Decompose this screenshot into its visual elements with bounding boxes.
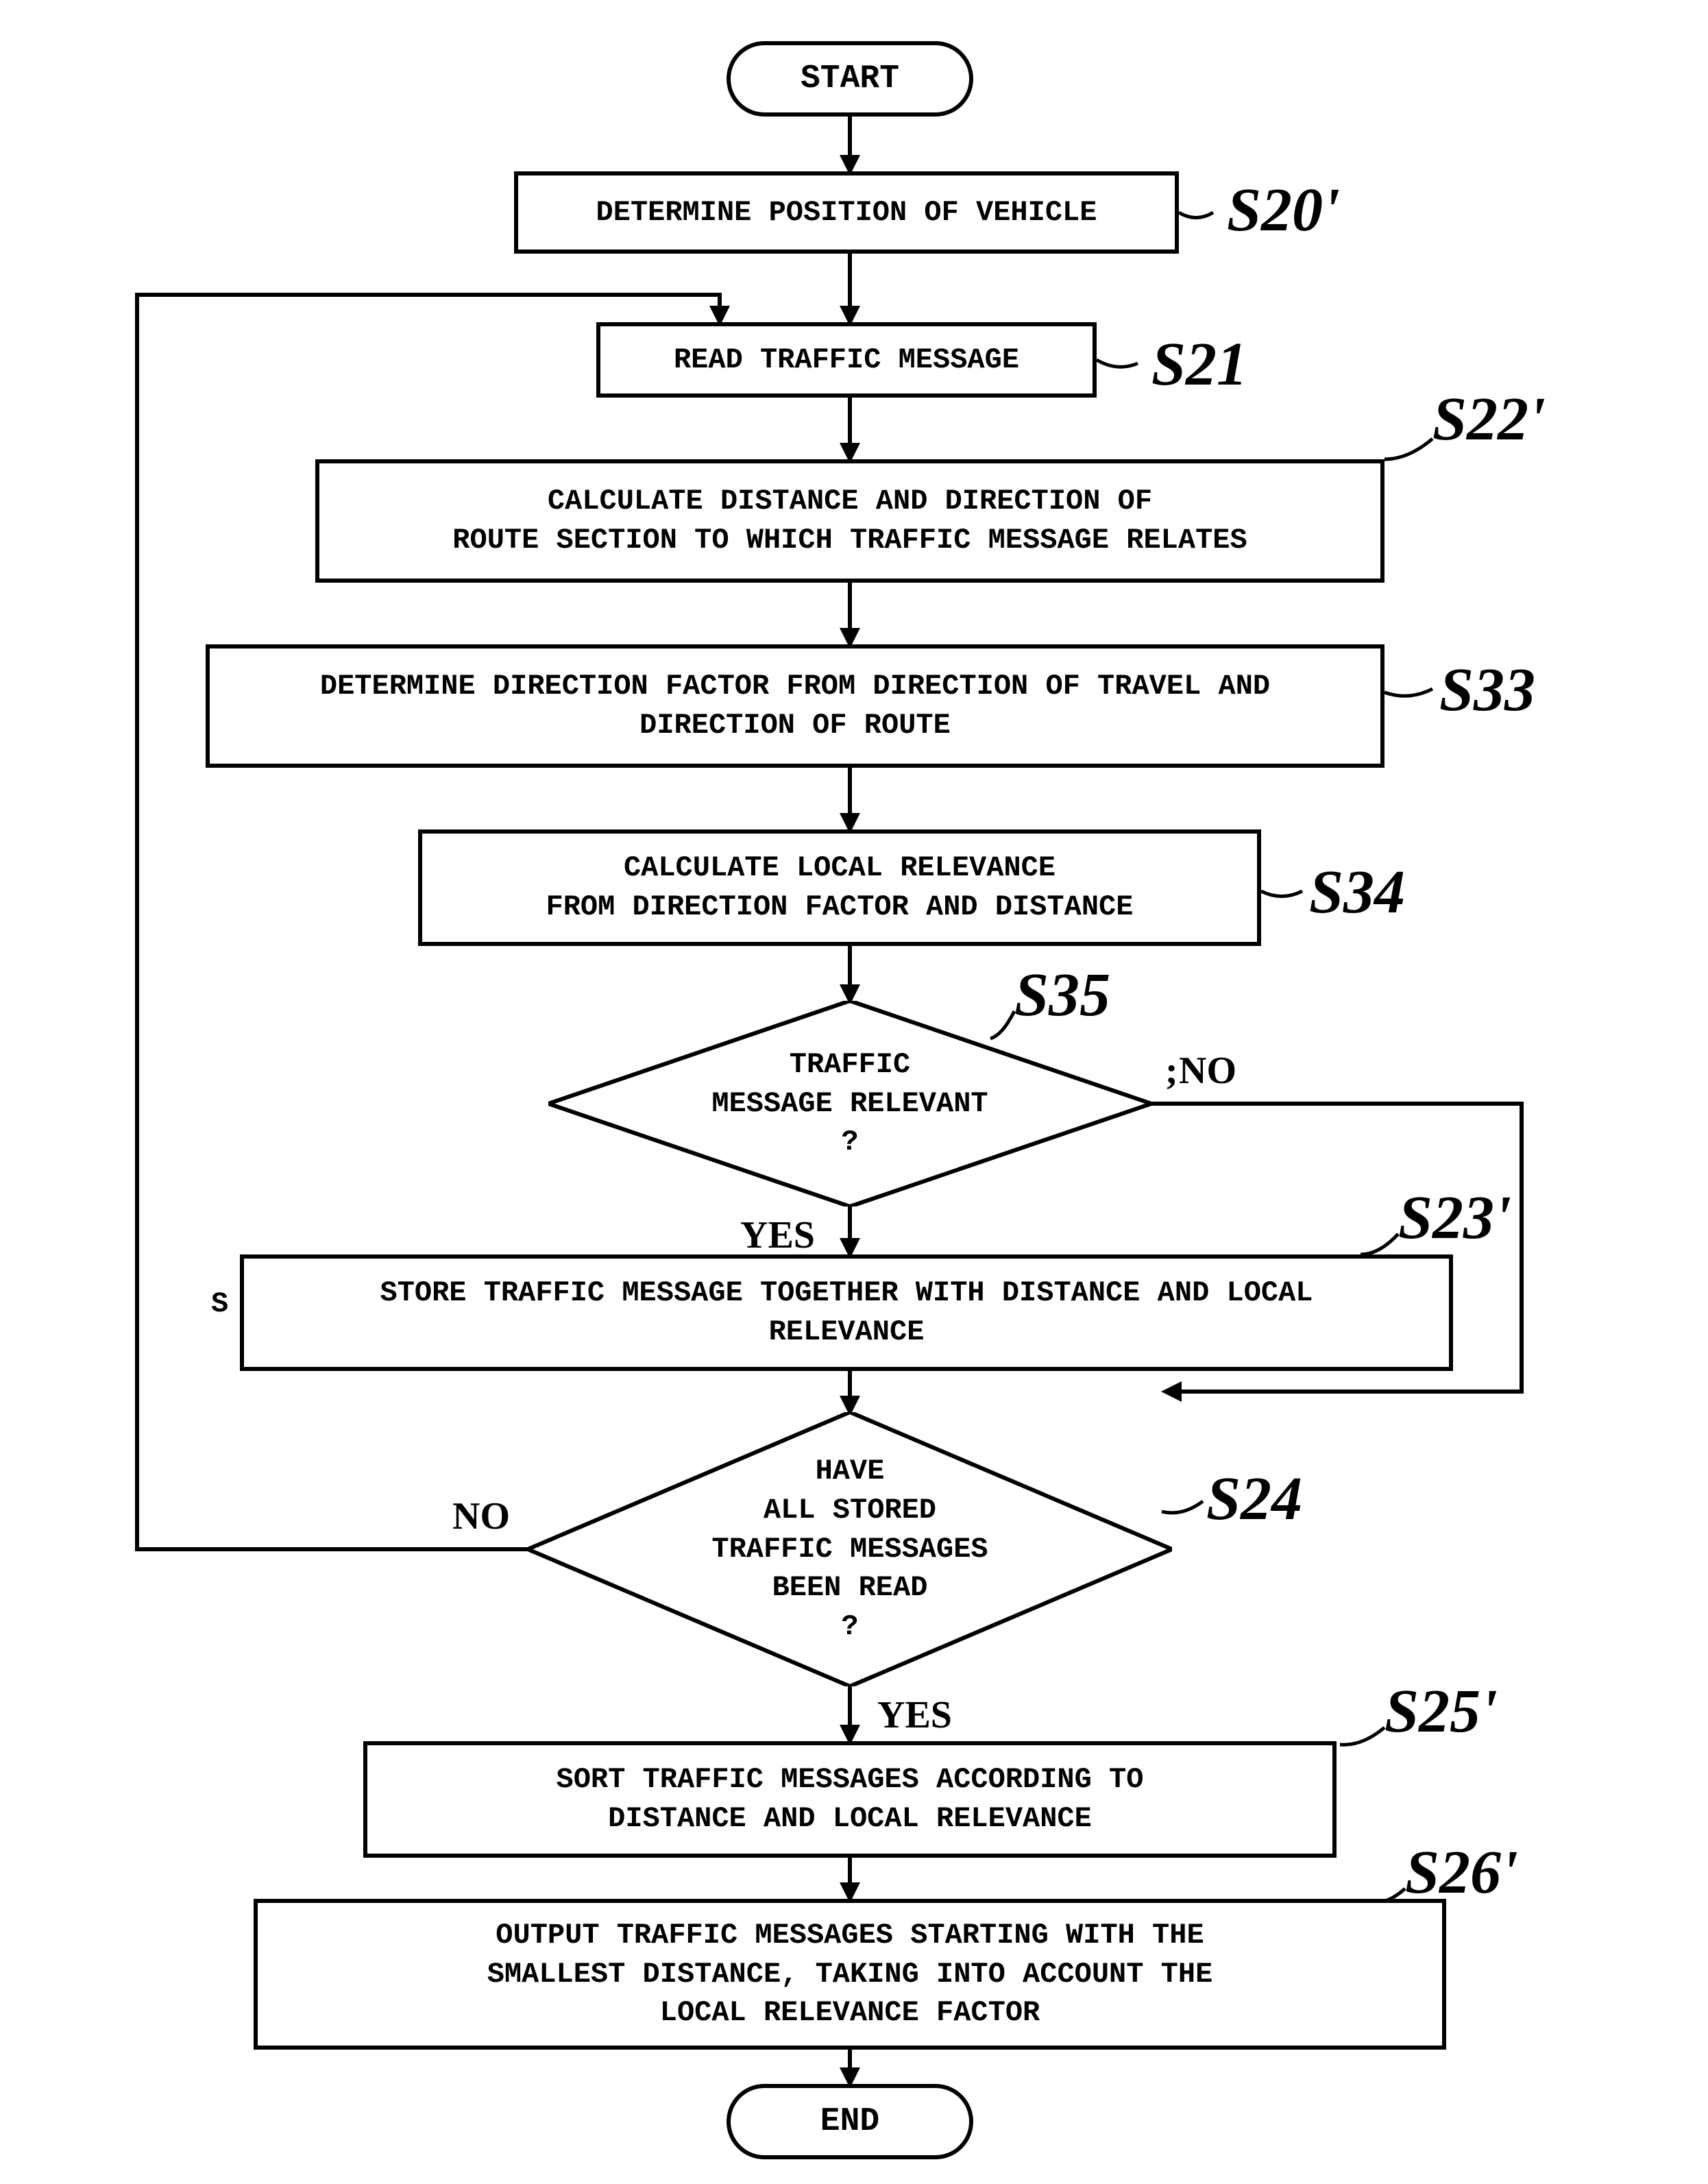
ref-s24: S24 — [1206, 1464, 1302, 1534]
terminator-end: END — [727, 2084, 973, 2159]
process-s26: OUTPUT TRAFFIC MESSAGES STARTING WITH TH… — [254, 1899, 1446, 2050]
decision-s24: HAVEALL STOREDTRAFFIC MESSAGESBEEN READ? — [528, 1412, 1172, 1686]
process-s25: SORT TRAFFIC MESSAGES ACCORDING TODISTAN… — [363, 1741, 1337, 1858]
ref-s25: S25' — [1384, 1676, 1498, 1747]
stray-s_left: S — [211, 1287, 228, 1320]
ref-s21: S21 — [1151, 329, 1247, 400]
decision-s35: TRAFFICMESSAGE RELEVANT? — [548, 1001, 1151, 1206]
process-s20: DETERMINE POSITION OF VEHICLE — [514, 171, 1179, 254]
branch-s35_yes: YES — [740, 1213, 815, 1257]
process-s34: CALCULATE LOCAL RELEVANCEFROM DIRECTION … — [418, 829, 1261, 946]
ref-s33: S33 — [1439, 655, 1535, 725]
ref-s35: S35 — [1014, 960, 1110, 1030]
ref-s34: S34 — [1309, 857, 1405, 927]
branch-s24_yes: YES — [877, 1693, 952, 1737]
branch-s35_no_semi: ; — [1165, 1049, 1178, 1093]
ref-s26: S26' — [1405, 1837, 1518, 1908]
terminator-start: START — [727, 41, 973, 117]
process-s21: READ TRAFFIC MESSAGE — [596, 322, 1097, 398]
decision-s35-text: TRAFFICMESSAGE RELEVANT? — [548, 1001, 1151, 1206]
decision-s24-text: HAVEALL STOREDTRAFFIC MESSAGESBEEN READ? — [528, 1412, 1172, 1686]
ref-s23: S23' — [1398, 1182, 1511, 1253]
ref-s20: S20' — [1227, 175, 1340, 245]
branch-s35_no: NO — [1179, 1049, 1236, 1093]
ref-s22: S22' — [1432, 384, 1546, 454]
flowchart-canvas: START END DETERMINE POSITION OF VEHICLE REA… — [0, 0, 1708, 2184]
process-s33: DETERMINE DIRECTION FACTOR FROM DIRECTIO… — [206, 644, 1384, 768]
branch-s24_no: NO — [452, 1494, 510, 1538]
process-s23: STORE TRAFFIC MESSAGE TOGETHER WITH DIST… — [240, 1254, 1453, 1371]
process-s22: CALCULATE DISTANCE AND DIRECTION OFROUTE… — [315, 459, 1384, 583]
